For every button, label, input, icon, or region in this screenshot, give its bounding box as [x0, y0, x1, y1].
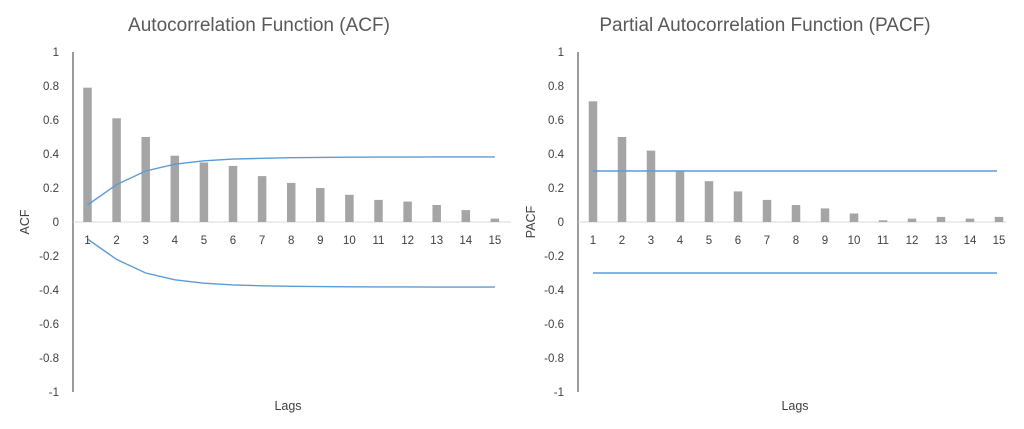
acf-bar — [112, 118, 121, 222]
acf-bar — [257, 176, 267, 222]
acf-bar — [403, 201, 412, 222]
pacf-bar — [588, 101, 598, 222]
acf-chart-title: Autocorrelation Function (ACF) — [128, 15, 390, 36]
acf-x-tick-label: 9 — [317, 235, 323, 247]
pacf-x-tick-label: 11 — [877, 235, 889, 247]
acf-marks: 10.80.60.40.20-0.2-0.4-0.6-0.8-11 2 3 4 5 6 7 8… — [39, 47, 511, 399]
acf-bar — [141, 137, 150, 222]
pacf-chart: Partial Autocorrelation Function (PACF) … — [524, 15, 1006, 413]
pacf-bar — [617, 137, 627, 222]
acf-x-tick-label: 7 — [259, 235, 265, 247]
acf-y-tick-label: -0.4 — [39, 285, 59, 297]
pacf-y-tick-label: -0.6 — [544, 319, 564, 331]
acf-x-tick-label: 2 — [113, 235, 119, 247]
pacf-x-tick-label: 7 — [764, 235, 770, 247]
pacf-y-tick-label: 1 — [558, 47, 564, 59]
acf-x-axis-title: Lags — [274, 399, 301, 413]
acf-y-tick-label: -0.6 — [39, 319, 59, 331]
pacf-y-tick-label: 0.2 — [548, 183, 564, 195]
pacf-bar — [907, 218, 917, 222]
acf-upper-bound-line — [87, 156, 495, 206]
acf-bar — [286, 182, 296, 222]
acf-x-tick-label: 4 — [172, 235, 179, 247]
pacf-x-tick-label: 14 — [964, 235, 977, 247]
acf-x-tick-label: 8 — [288, 235, 294, 247]
acf-bar — [170, 155, 180, 222]
pacf-x-tick-label: 6 — [735, 235, 741, 247]
pacf-x-tick-label: 12 — [906, 235, 919, 247]
acf-x-tick-label: 13 — [430, 235, 443, 247]
pacf-bar — [936, 216, 946, 222]
acf-y-tick-label: -1 — [49, 387, 59, 399]
acf-x-tick-label: 15 — [489, 235, 502, 247]
acf-bar — [432, 205, 441, 222]
pacf-marks: 10.80.60.40.20-0.2-0.4-0.6-0.8-11 2 3 4 5 6 7 8… — [544, 47, 1006, 399]
pacf-x-tick-label: 3 — [648, 235, 654, 247]
acf-x-tick-label: 10 — [343, 235, 356, 247]
pacf-chart-title: Partial Autocorrelation Function (PACF) — [599, 15, 930, 36]
acf-y-tick-label: -0.8 — [39, 353, 59, 365]
pacf-x-tick-label: 13 — [935, 235, 948, 247]
pacf-x-axis-title: Lags — [781, 399, 808, 413]
pacf-y-tick-label: -0.4 — [544, 285, 564, 297]
pacf-x-tick-label: 5 — [706, 235, 712, 247]
pacf-y-axis-title: PACF — [524, 205, 538, 238]
pacf-bar — [733, 191, 743, 222]
acf-bar — [490, 218, 500, 222]
acf-bar — [316, 188, 325, 222]
pacf-bar — [791, 205, 801, 222]
pacf-x-tick-label: 4 — [677, 235, 684, 247]
acf-x-tick-label: 1 — [84, 235, 90, 247]
pacf-bar — [965, 218, 975, 222]
acf-y-tick-label: 0.6 — [43, 115, 59, 127]
pacf-y-tick-label: -0.2 — [544, 251, 564, 263]
acf-lower-bound-line — [87, 238, 495, 288]
acf-y-tick-label: 0.2 — [43, 183, 59, 195]
pacf-y-tick-label: 0.8 — [548, 81, 564, 93]
acf-y-tick-label: 1 — [53, 47, 59, 59]
pacf-x-tick-label: 15 — [993, 235, 1006, 247]
acf-bar — [83, 87, 92, 222]
pacf-bar — [646, 150, 656, 222]
acf-bar — [374, 199, 383, 222]
pacf-x-tick-label: 9 — [822, 235, 828, 247]
acf-bar — [228, 165, 238, 222]
pacf-y-tick-label: -0.8 — [544, 353, 564, 365]
pacf-y-tick-label: -1 — [554, 387, 564, 399]
pacf-y-tick-label: 0 — [558, 217, 564, 229]
pacf-x-tick-label: 10 — [848, 235, 861, 247]
acf-chart: Autocorrelation Function (ACF) ACF Lags … — [18, 15, 511, 413]
acf-x-tick-label: 11 — [373, 235, 385, 247]
acf-x-tick-label: 6 — [230, 235, 236, 247]
acf-x-tick-label: 3 — [142, 235, 148, 247]
pacf-bar — [820, 208, 830, 222]
pacf-bar — [849, 213, 859, 222]
pacf-bar — [675, 171, 685, 222]
pacf-bar — [994, 216, 1004, 222]
acf-y-tick-label: 0 — [53, 217, 59, 229]
acf-y-axis-title: ACF — [18, 209, 32, 234]
acf-y-tick-label: 0.8 — [43, 81, 59, 93]
pacf-y-tick-label: 0.4 — [548, 149, 565, 161]
pacf-y-tick-label: 0.6 — [548, 115, 564, 127]
pacf-x-tick-label: 1 — [590, 235, 596, 247]
pacf-bar — [762, 199, 772, 222]
pacf-x-tick-label: 8 — [793, 235, 799, 247]
acf-bar — [345, 194, 354, 222]
acf-x-tick-label: 5 — [201, 235, 207, 247]
pacf-bar — [878, 220, 888, 222]
acf-y-tick-label: 0.4 — [43, 149, 60, 161]
acf-y-tick-label: -0.2 — [39, 251, 59, 263]
pacf-bar — [704, 181, 714, 222]
acf-x-tick-label: 12 — [401, 235, 414, 247]
acf-bar — [199, 162, 209, 222]
acf-x-tick-label: 14 — [459, 235, 472, 247]
pacf-x-tick-label: 2 — [619, 235, 625, 247]
acf-bar — [461, 210, 471, 222]
